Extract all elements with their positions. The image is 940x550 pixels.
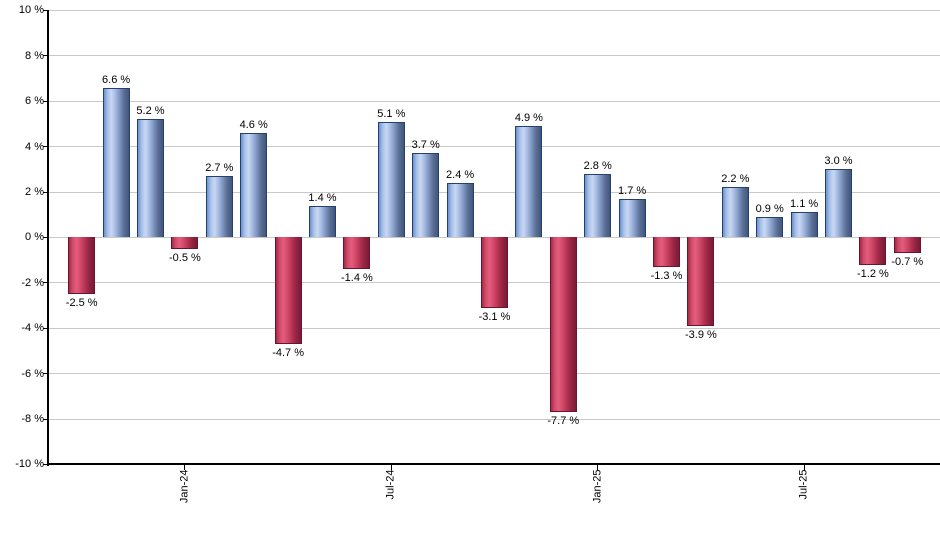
y-tick-label: 10 % xyxy=(18,4,44,17)
bar-Mar-24 xyxy=(240,132,268,238)
bar-Sep-25 xyxy=(859,237,887,265)
x-tick xyxy=(803,465,805,471)
bar-value-label: 2.2 % xyxy=(721,173,750,186)
bar-Sep-24 xyxy=(446,182,474,238)
bar-value-label: 1.4 % xyxy=(308,191,337,204)
bar-Jun-25 xyxy=(756,216,784,238)
gridline xyxy=(48,100,940,102)
bar-value-label: -2.5 % xyxy=(65,297,98,310)
bar-Jul-25 xyxy=(790,212,818,238)
y-tick-label: -4 % xyxy=(21,322,44,335)
bar-Apr-25 xyxy=(687,237,715,326)
bar-value-label: -0.5 % xyxy=(168,251,201,264)
bar-value-label: 4.6 % xyxy=(239,118,268,131)
gridline xyxy=(48,191,940,193)
y-tick xyxy=(43,191,48,193)
bar-Dec-23 xyxy=(137,119,164,238)
bar-Jul-24 xyxy=(377,121,405,238)
y-tick xyxy=(43,146,48,148)
bar-value-label: 3.7 % xyxy=(411,139,440,152)
bar-Oct-23 xyxy=(68,237,96,295)
y-tick-label: 6 % xyxy=(25,95,44,108)
gridline xyxy=(48,418,940,420)
x-tick xyxy=(390,465,392,471)
bar-value-label: -0.7 % xyxy=(891,256,924,269)
bar-value-label: 3.0 % xyxy=(824,155,853,168)
bar-value-label: 2.4 % xyxy=(446,168,475,181)
y-tick-label: -2 % xyxy=(21,276,44,289)
bar-Feb-24 xyxy=(205,176,233,238)
bar-value-label: 6.6 % xyxy=(102,73,131,86)
y-tick xyxy=(43,282,48,284)
bar-value-label: 2.7 % xyxy=(205,162,234,175)
x-axis-line xyxy=(47,463,940,466)
bar-Nov-23 xyxy=(102,87,130,238)
bar-Aug-24 xyxy=(412,153,440,238)
x-tick-label: Jul-24 xyxy=(384,469,397,500)
bar-Aug-25 xyxy=(825,169,852,238)
bar-May-24 xyxy=(309,205,336,238)
bar-value-label: -1.2 % xyxy=(856,267,889,280)
bar-value-label: -7.7 % xyxy=(547,415,580,428)
bar-Nov-24 xyxy=(515,126,543,238)
bar-value-label: 5.2 % xyxy=(136,105,165,118)
y-tick xyxy=(43,55,48,57)
bar-Mar-25 xyxy=(653,237,680,267)
bar-value-label: 4.9 % xyxy=(514,112,543,125)
bar-value-label: 1.1 % xyxy=(790,198,819,211)
x-tick-label: Jan-25 xyxy=(591,469,604,504)
bar-value-label: -1.3 % xyxy=(650,269,683,282)
y-tick xyxy=(43,463,48,465)
bar-May-25 xyxy=(721,187,749,238)
y-tick-label: -6 % xyxy=(21,367,44,380)
y-tick-label: 4 % xyxy=(25,140,44,153)
y-tick xyxy=(43,373,48,375)
y-tick xyxy=(43,100,48,102)
bar-value-label: -3.1 % xyxy=(478,310,511,323)
bar-value-label: -1.4 % xyxy=(340,272,373,285)
bar-value-label: 0.9 % xyxy=(755,202,784,215)
x-tick xyxy=(597,465,599,471)
gridline xyxy=(48,9,940,11)
bar-value-label: 5.1 % xyxy=(377,107,406,120)
bar-value-label: 2.8 % xyxy=(583,159,612,172)
bar-value-label: -4.7 % xyxy=(272,347,304,360)
y-tick xyxy=(43,418,48,420)
y-tick xyxy=(43,236,48,238)
bar-Jan-24 xyxy=(171,237,199,249)
y-tick-label: 8 % xyxy=(25,49,44,62)
x-tick xyxy=(184,465,186,471)
y-tick-label: -8 % xyxy=(21,413,44,425)
gridline xyxy=(48,327,940,329)
bar-value-label: -3.9 % xyxy=(684,328,717,341)
bar-Jun-24 xyxy=(343,237,371,270)
gridline xyxy=(48,373,940,375)
gridline xyxy=(48,146,940,148)
x-tick-label: Jan-24 xyxy=(178,469,191,504)
y-axis-line xyxy=(47,10,49,467)
bar-Oct-24 xyxy=(481,237,508,308)
bar-value-label: 1.7 % xyxy=(618,184,647,197)
y-tick xyxy=(43,327,48,329)
x-tick-label: Jul-25 xyxy=(797,469,810,500)
bar-Jan-25 xyxy=(584,173,612,238)
y-tick-label: 2 % xyxy=(25,186,44,198)
y-tick-label: 0 % xyxy=(25,231,44,244)
bar-Oct-25 xyxy=(893,237,921,254)
bar-Dec-24 xyxy=(549,237,577,413)
y-tick-label: -10 % xyxy=(15,458,44,471)
bar-Apr-24 xyxy=(274,237,302,345)
y-tick xyxy=(43,9,48,11)
bar-Feb-25 xyxy=(618,198,646,238)
gridline xyxy=(48,55,940,57)
